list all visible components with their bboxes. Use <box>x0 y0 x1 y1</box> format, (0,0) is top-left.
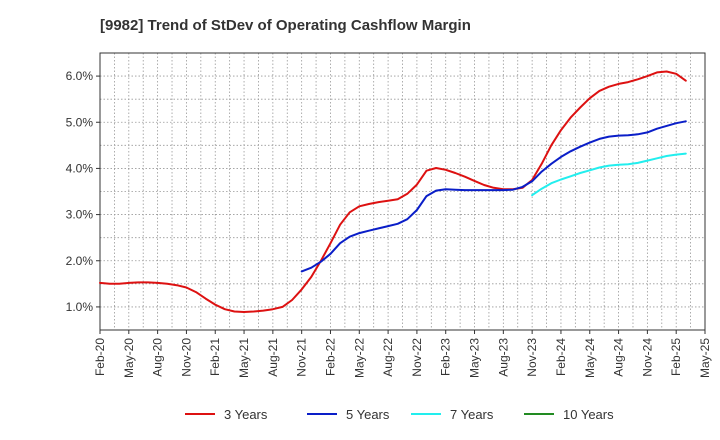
chart-title: [9982] Trend of StDev of Operating Cashf… <box>100 17 471 34</box>
series-line-3-years <box>99 70 687 313</box>
y-tick-label: 3.0% <box>66 208 94 222</box>
x-tick-label: May-23 <box>468 338 482 378</box>
y-tick-label: 1.0% <box>66 300 94 314</box>
x-tick-label: Feb-22 <box>323 338 337 376</box>
x-tick-label: May-20 <box>122 338 136 378</box>
y-axis: 1.0% 2.0% 3.0% 4.0% 5.0% 6.0% <box>66 69 100 314</box>
x-tick-label: Aug-23 <box>496 338 510 377</box>
y-tick-label: 4.0% <box>66 161 94 175</box>
legend: 3 Years 5 Years 7 Years 10 Years <box>185 407 614 422</box>
x-tick-label: Feb-24 <box>554 338 568 376</box>
x-tick-label: Feb-21 <box>208 338 222 376</box>
x-tick-label: Nov-20 <box>179 338 193 377</box>
x-tick-label: Feb-25 <box>669 338 683 376</box>
x-tick-label: Feb-23 <box>439 338 453 376</box>
x-tick-label: May-21 <box>237 338 251 378</box>
x-tick-label: Nov-23 <box>525 338 539 377</box>
x-tick-label: Aug-20 <box>151 338 165 377</box>
y-tick-label: 5.0% <box>66 115 94 129</box>
x-axis: Feb-20 May-20 Aug-20 Nov-20 Feb-21 May-21 Aug-… <box>93 330 712 378</box>
x-tick-label: Nov-21 <box>295 338 309 377</box>
legend-label-5-years: 5 Years <box>346 407 390 422</box>
x-tick-label: May-22 <box>352 338 366 378</box>
x-tick-label: Nov-22 <box>410 338 424 377</box>
x-tick-label: Nov-24 <box>640 338 654 377</box>
x-tick-label: Aug-21 <box>266 338 280 377</box>
series-line-7-years <box>531 152 687 197</box>
x-tick-label: Feb-20 <box>93 338 107 376</box>
plot-frame <box>99 52 706 331</box>
x-tick-label: May-25 <box>698 338 712 378</box>
series-line-5-years <box>300 120 687 273</box>
x-tick-label: May-24 <box>583 338 597 378</box>
x-tick-label: Aug-24 <box>612 338 626 377</box>
legend-label-7-years: 7 Years <box>450 407 494 422</box>
y-tick-label: 2.0% <box>66 254 94 268</box>
legend-label-3-years: 3 Years <box>224 407 268 422</box>
legend-label-10-years: 10 Years <box>563 407 614 422</box>
x-tick-label: Aug-22 <box>381 338 395 377</box>
y-tick-label: 6.0% <box>66 69 94 83</box>
series-lines <box>99 70 687 313</box>
